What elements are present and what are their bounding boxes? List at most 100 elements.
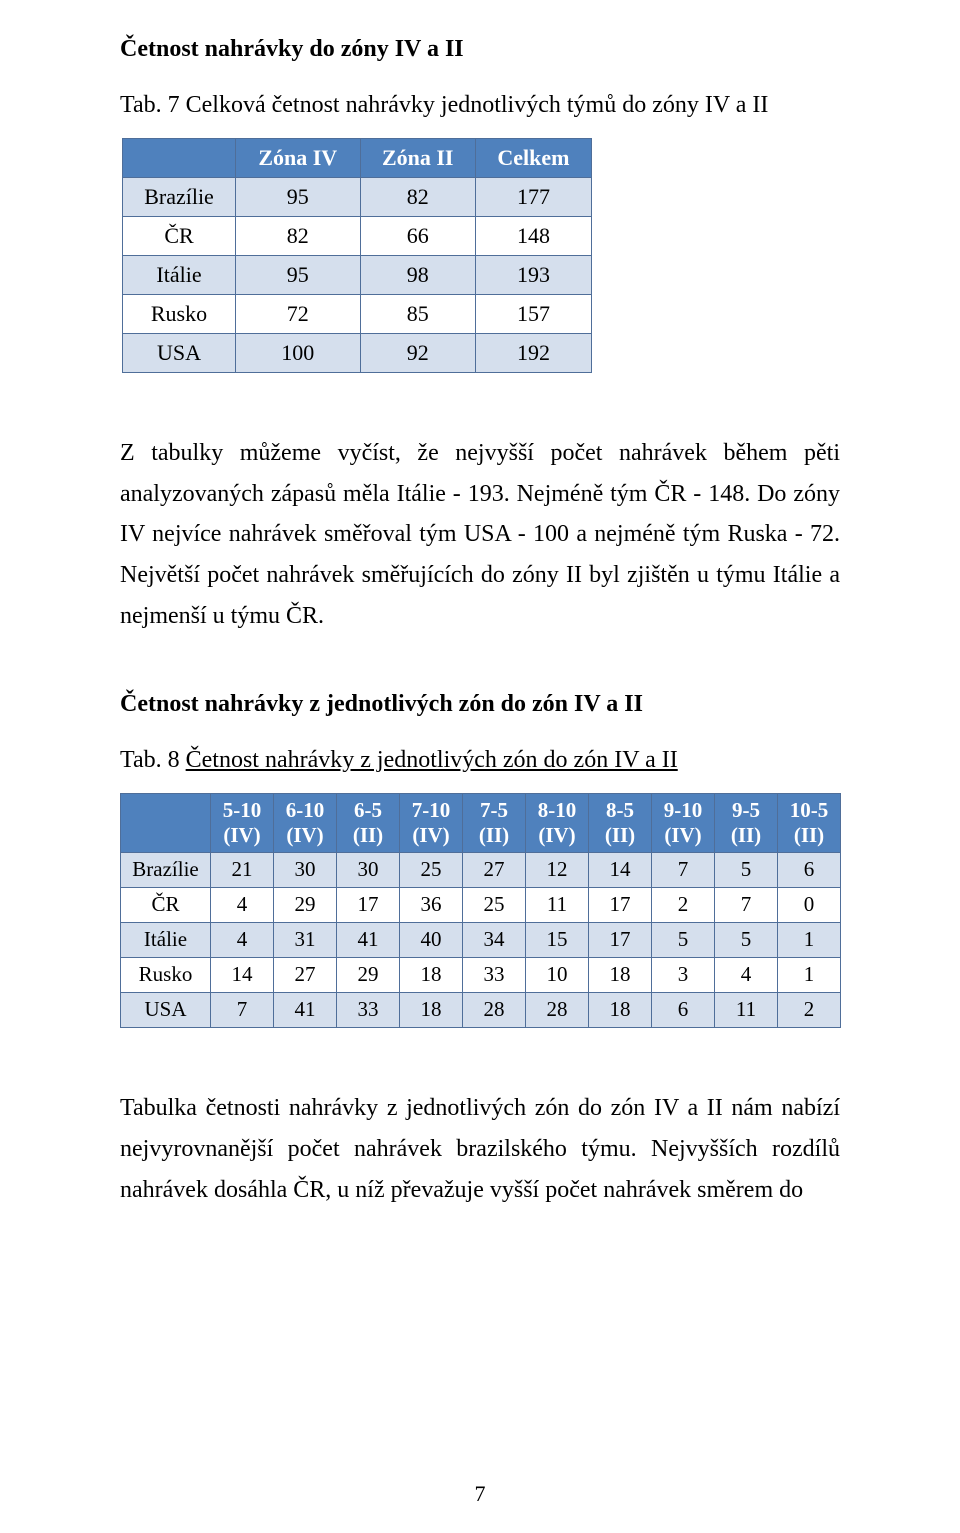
cell: 30 [337,852,400,887]
hdr-top: 10-5 [790,798,829,822]
table-row: USA 100 92 192 [123,333,592,372]
hdr-top: 8-5 [606,798,634,822]
row-label: Brazílie [123,177,236,216]
cell: 4 [211,887,274,922]
cell: 192 [475,333,591,372]
table-row: ČR 82 66 148 [123,216,592,255]
table-row: Rusko 14 27 29 18 33 10 18 3 4 1 [121,957,841,992]
section-heading-2: Četnost nahrávky z jednotlivých zón do z… [120,691,840,718]
hdr-top: 7-5 [480,798,508,822]
cell: 17 [589,922,652,957]
cell: 27 [463,852,526,887]
cell: 98 [360,255,475,294]
cell: 41 [337,922,400,957]
table8-col: 6-10(IV) [274,793,337,852]
table-row: USA 7 41 33 18 28 28 18 6 11 2 [121,992,841,1027]
cell: 18 [589,992,652,1027]
table-row: Itálie 4 31 41 40 34 15 17 5 5 1 [121,922,841,957]
row-label: Itálie [123,255,236,294]
cell: 82 [236,216,361,255]
cell: 85 [360,294,475,333]
row-label: ČR [123,216,236,255]
section-heading-1: Četnost nahrávky do zóny IV a II [120,36,840,63]
cell: 92 [360,333,475,372]
hdr-bot: (II) [353,823,383,847]
cell: 148 [475,216,591,255]
cell: 14 [211,957,274,992]
hdr-bot: (IV) [223,823,260,847]
cell: 30 [274,852,337,887]
table8-col: 7-5(II) [463,793,526,852]
cell: 18 [400,957,463,992]
cell: 33 [463,957,526,992]
cell: 82 [360,177,475,216]
cell: 7 [211,992,274,1027]
hdr-top: 7-10 [412,798,451,822]
cell: 6 [778,852,841,887]
table-row: Itálie 95 98 193 [123,255,592,294]
cell: 36 [400,887,463,922]
cell: 2 [652,887,715,922]
paragraph-1: Z tabulky můžeme vyčíst, že nejvyšší poč… [120,433,840,637]
spacer [120,1056,840,1088]
cell: 100 [236,333,361,372]
table7: Zóna IV Zóna II Celkem Brazílie 95 82 17… [122,138,592,373]
hdr-top: 8-10 [538,798,577,822]
cell: 29 [337,957,400,992]
cell: 1 [778,922,841,957]
cell: 7 [652,852,715,887]
cell: 11 [715,992,778,1027]
table-row: Brazílie 21 30 30 25 27 12 14 7 5 6 [121,852,841,887]
hdr-bot: (II) [479,823,509,847]
table7-col-celkem: Celkem [475,138,591,177]
table7-col-zona-iv: Zóna IV [236,138,361,177]
hdr-top: 6-5 [354,798,382,822]
cell: 66 [360,216,475,255]
cell: 177 [475,177,591,216]
hdr-top: 6-10 [286,798,325,822]
cell: 12 [526,852,589,887]
table-row: ČR 4 29 17 36 25 11 17 2 7 0 [121,887,841,922]
cell: 95 [236,177,361,216]
cell: 25 [463,887,526,922]
table8-col: 5-10(IV) [211,793,274,852]
row-label: Rusko [121,957,211,992]
row-label: Brazílie [121,852,211,887]
table-row: Brazílie 95 82 177 [123,177,592,216]
table8-col: 8-10(IV) [526,793,589,852]
cell: 10 [526,957,589,992]
table8: 5-10(IV) 6-10(IV) 6-5(II) 7-10(IV) 7-5(I… [120,793,841,1028]
hdr-bot: (IV) [286,823,323,847]
cell: 34 [463,922,526,957]
cell: 95 [236,255,361,294]
table7-corner [123,138,236,177]
table8-wrapper: 5-10(IV) 6-10(IV) 6-5(II) 7-10(IV) 7-5(I… [120,793,840,1028]
cell: 17 [589,887,652,922]
cell: 33 [337,992,400,1027]
row-label: ČR [121,887,211,922]
cell: 0 [778,887,841,922]
table-row: Rusko 72 85 157 [123,294,592,333]
table8-col: 10-5(II) [778,793,841,852]
table8-col: 9-10(IV) [652,793,715,852]
hdr-bot: (IV) [412,823,449,847]
cell: 2 [778,992,841,1027]
cell: 5 [652,922,715,957]
cell: 41 [274,992,337,1027]
cell: 29 [274,887,337,922]
table8-header-row: 5-10(IV) 6-10(IV) 6-5(II) 7-10(IV) 7-5(I… [121,793,841,852]
hdr-bot: (II) [794,823,824,847]
cell: 3 [652,957,715,992]
row-label: USA [121,992,211,1027]
cell: 7 [715,887,778,922]
hdr-bot: (II) [605,823,635,847]
cell: 28 [463,992,526,1027]
cell: 1 [778,957,841,992]
cell: 4 [715,957,778,992]
caption2-underlined: Četnost nahrávky z jednotlivých zón do z… [186,747,678,773]
hdr-top: 9-5 [732,798,760,822]
cell: 14 [589,852,652,887]
table7-caption: Tab. 7 Celková četnost nahrávky jednotli… [120,85,840,126]
table8-col: 9-5(II) [715,793,778,852]
cell: 25 [400,852,463,887]
